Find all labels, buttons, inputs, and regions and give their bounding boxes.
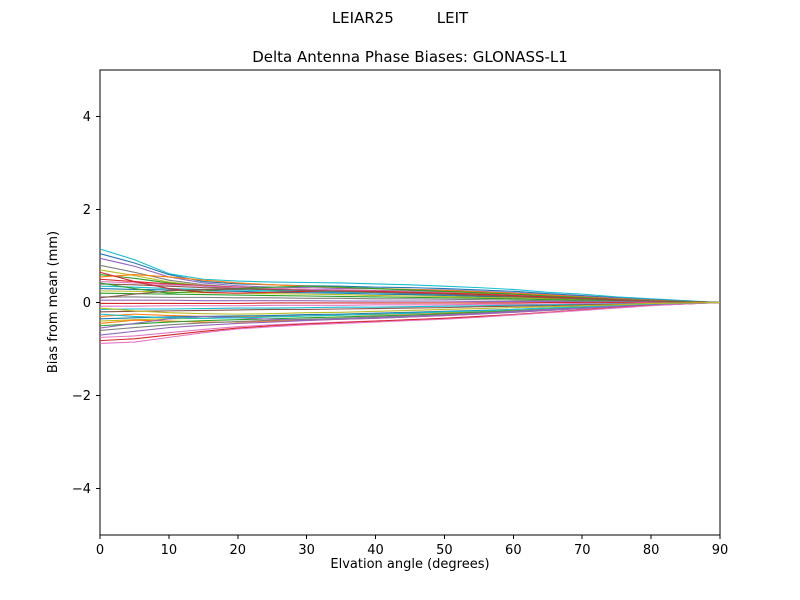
x-tick-label: 60 — [505, 543, 522, 558]
chart-suptitle: LEIAR25 LEIT — [331, 9, 469, 27]
x-axis-label: Elvation angle (degrees) — [330, 557, 489, 572]
y-tick-label: 4 — [83, 110, 91, 125]
x-tick-label: 0 — [96, 543, 104, 558]
y-tick-label: 0 — [83, 296, 91, 311]
x-tick-label: 20 — [230, 543, 247, 558]
x-tick-label: 70 — [574, 543, 591, 558]
series-line-s17 — [100, 301, 720, 304]
x-tick-label: 40 — [367, 543, 384, 558]
series-line-s32 — [99, 301, 721, 329]
chart-title: Delta Antenna Phase Biases: GLONASS-L1 — [252, 48, 568, 66]
x-tick-label: 80 — [643, 543, 660, 558]
y-tick-label: 2 — [83, 203, 91, 218]
series-line-s30 — [99, 301, 721, 344]
y-tick-label: −2 — [72, 389, 91, 404]
ticks-group: 0 10 20 30 40 50 60 70 80 90 −4 −2 0 2 4 — [72, 110, 728, 558]
series-line-s36 — [99, 301, 721, 315]
y-axis-label: Bias from mean (mm) — [46, 231, 61, 373]
x-tick-label: 30 — [298, 543, 315, 558]
series-line-s01 — [99, 248, 721, 304]
y-tick-label: −4 — [72, 482, 91, 497]
x-tick-label: 10 — [161, 543, 178, 558]
x-tick-label: 50 — [436, 543, 453, 558]
series-group — [99, 248, 721, 344]
x-tick-label: 90 — [712, 543, 729, 558]
series-line-s35 — [99, 288, 721, 304]
